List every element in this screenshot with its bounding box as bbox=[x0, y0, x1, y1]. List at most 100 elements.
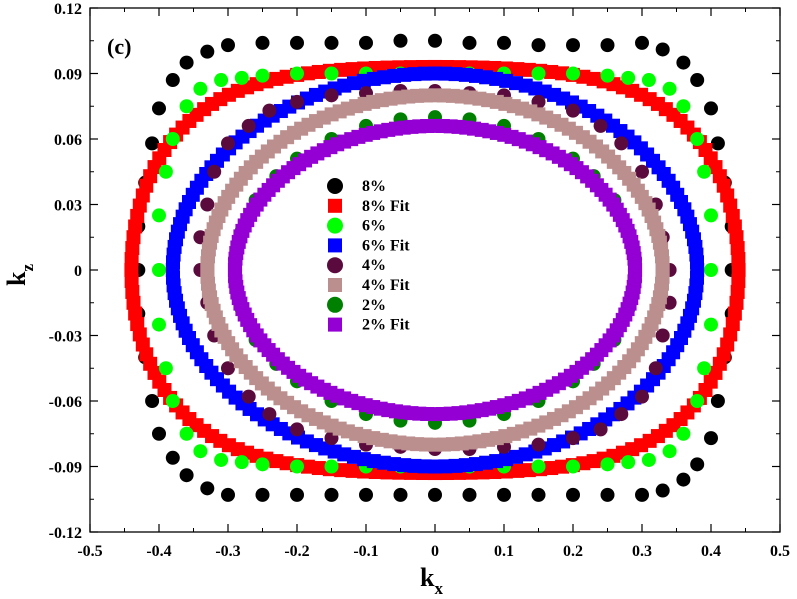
x-tick-label: 0.3 bbox=[632, 543, 652, 560]
data-point bbox=[193, 81, 208, 96]
data-point bbox=[641, 452, 656, 467]
data-point bbox=[290, 422, 304, 437]
data-point bbox=[200, 44, 215, 59]
fit-point bbox=[727, 219, 742, 234]
data-point bbox=[179, 99, 194, 114]
data-point bbox=[290, 66, 304, 81]
fit-point bbox=[731, 263, 746, 277]
x-tick-label: -0.3 bbox=[215, 543, 240, 560]
data-point bbox=[690, 394, 705, 408]
fit-point bbox=[128, 306, 143, 321]
x-tick-label: 0.1 bbox=[494, 543, 514, 560]
data-point bbox=[255, 35, 270, 50]
legend-item-6pct-fit: 6% Fit bbox=[328, 237, 410, 254]
data-point bbox=[566, 459, 580, 474]
data-point bbox=[593, 422, 608, 437]
legend-label: 4% bbox=[362, 257, 386, 274]
data-point bbox=[234, 70, 249, 85]
data-point bbox=[234, 455, 249, 470]
data-point bbox=[221, 487, 235, 502]
data-point bbox=[214, 73, 229, 88]
data-point bbox=[158, 361, 173, 376]
data-point bbox=[704, 431, 718, 446]
x-tick-label: -0.1 bbox=[353, 543, 378, 560]
series-2pct bbox=[227, 110, 643, 430]
series-4pct-fit bbox=[200, 88, 670, 452]
data-point bbox=[221, 136, 235, 151]
legend-item-4pct: 4% bbox=[327, 257, 386, 274]
data-point bbox=[165, 450, 180, 465]
data-point bbox=[428, 33, 442, 48]
x-tick-label: 0.2 bbox=[563, 543, 583, 560]
legend-marker bbox=[327, 217, 343, 234]
y-tick-label: -0.06 bbox=[49, 394, 82, 411]
legend-label: 8% Fit bbox=[362, 198, 410, 215]
x-tick-label: -0.2 bbox=[284, 543, 309, 560]
legend-marker bbox=[328, 278, 342, 292]
data-point bbox=[676, 426, 691, 441]
data-point bbox=[179, 426, 194, 441]
x-tick-label: 0.5 bbox=[770, 543, 790, 560]
data-point bbox=[697, 164, 712, 179]
fit-point bbox=[345, 463, 360, 478]
data-point bbox=[152, 208, 166, 223]
fit-point bbox=[731, 252, 746, 267]
fit-point bbox=[725, 317, 740, 332]
data-point bbox=[531, 487, 546, 502]
fit-point bbox=[130, 208, 145, 223]
fit-point bbox=[126, 230, 141, 245]
data-point bbox=[324, 88, 339, 103]
data-point bbox=[635, 487, 649, 502]
y-tick-label: -0.12 bbox=[49, 525, 82, 542]
data-point bbox=[600, 487, 615, 502]
legend-marker bbox=[327, 257, 343, 274]
data-point bbox=[241, 389, 256, 404]
data-point bbox=[262, 103, 277, 118]
data-point bbox=[531, 66, 546, 81]
legend-item-2pct-fit: 2% Fit bbox=[328, 317, 410, 334]
data-point bbox=[359, 487, 373, 502]
data-point bbox=[690, 73, 705, 88]
data-point bbox=[152, 263, 166, 277]
fit-point bbox=[510, 62, 525, 77]
legend-marker bbox=[328, 238, 342, 253]
data-point bbox=[655, 483, 670, 498]
data-point bbox=[593, 118, 608, 133]
fit-point bbox=[730, 284, 745, 299]
legend-item-4pct-fit: 4% Fit bbox=[328, 277, 410, 294]
data-point bbox=[428, 487, 442, 502]
data-point bbox=[165, 73, 180, 88]
data-point bbox=[214, 452, 229, 467]
data-point bbox=[676, 472, 691, 487]
data-point bbox=[145, 394, 160, 408]
data-point bbox=[255, 68, 270, 83]
data-point bbox=[614, 136, 629, 151]
data-point bbox=[655, 42, 670, 57]
chart-marks bbox=[124, 33, 746, 502]
legend-item-2pct: 2% bbox=[327, 296, 386, 314]
data-point bbox=[531, 38, 546, 53]
y-tick-label: 0.03 bbox=[54, 198, 82, 215]
legend-item-8pct-fit: 8% Fit bbox=[328, 198, 410, 215]
data-point bbox=[324, 66, 339, 81]
legend-item-6pct: 6% bbox=[327, 217, 386, 235]
data-point bbox=[241, 118, 256, 133]
fit-point bbox=[689, 270, 704, 285]
data-point bbox=[621, 455, 636, 470]
y-axis-label-main: k bbox=[2, 271, 31, 286]
data-point bbox=[290, 459, 304, 474]
fit-point bbox=[345, 62, 360, 77]
legend: 8% 8% Fit 6% 6% Fit 4% 4% Fit 2% 2% Fit bbox=[327, 178, 410, 334]
legend-label: 6% bbox=[362, 218, 386, 235]
data-point bbox=[710, 136, 725, 151]
x-tick-label: 0.4 bbox=[701, 543, 721, 560]
data-point bbox=[193, 444, 208, 459]
data-point bbox=[566, 487, 580, 502]
legend-marker bbox=[327, 178, 343, 194]
fit-point bbox=[627, 268, 642, 283]
data-point bbox=[158, 164, 173, 179]
data-point bbox=[497, 35, 511, 50]
data-point bbox=[662, 81, 677, 96]
data-point bbox=[635, 389, 649, 404]
x-axis-label: kx bbox=[420, 563, 443, 598]
